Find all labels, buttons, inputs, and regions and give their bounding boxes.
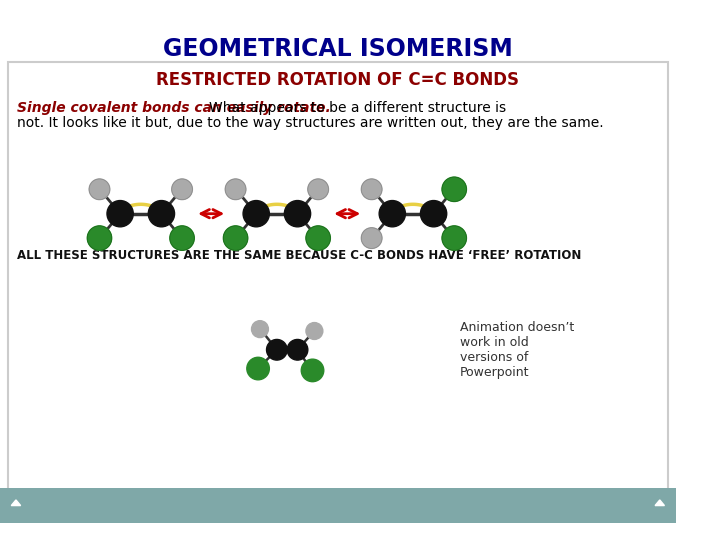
Circle shape <box>89 179 110 200</box>
Circle shape <box>251 321 269 338</box>
Circle shape <box>87 226 112 251</box>
Circle shape <box>243 200 269 227</box>
Circle shape <box>361 179 382 200</box>
Circle shape <box>301 359 324 382</box>
Text: What appears to be a different structure is: What appears to be a different structure… <box>210 100 506 114</box>
Circle shape <box>379 200 405 227</box>
Circle shape <box>308 179 328 200</box>
Circle shape <box>420 200 446 227</box>
Circle shape <box>361 228 382 248</box>
Circle shape <box>148 200 174 227</box>
Circle shape <box>223 226 248 251</box>
Circle shape <box>287 340 308 360</box>
Text: GEOMETRICAL ISOMERISM: GEOMETRICAL ISOMERISM <box>163 37 513 62</box>
Circle shape <box>172 179 192 200</box>
Polygon shape <box>655 500 665 505</box>
Circle shape <box>170 226 194 251</box>
Text: not. It looks like it but, due to the way structures are written out, they are t: not. It looks like it but, due to the wa… <box>17 116 603 130</box>
Polygon shape <box>12 500 21 505</box>
Circle shape <box>225 179 246 200</box>
Text: Animation doesn’t
work in old
versions of
Powerpoint: Animation doesn’t work in old versions o… <box>460 321 574 379</box>
Circle shape <box>306 226 330 251</box>
Text: RESTRICTED ROTATION OF C=C BONDS: RESTRICTED ROTATION OF C=C BONDS <box>156 71 519 90</box>
Circle shape <box>107 200 133 227</box>
Bar <box>0 488 675 523</box>
Circle shape <box>442 177 467 201</box>
Circle shape <box>306 322 323 340</box>
Circle shape <box>266 340 287 360</box>
Circle shape <box>284 200 310 227</box>
Circle shape <box>247 357 269 380</box>
Text: ALL THESE STRUCTURES ARE THE SAME BECAUSE C-C BONDS HAVE ‘FREE’ ROTATION: ALL THESE STRUCTURES ARE THE SAME BECAUS… <box>17 249 581 262</box>
Text: Single covalent bonds can easily rotate.: Single covalent bonds can easily rotate. <box>17 100 330 114</box>
FancyBboxPatch shape <box>7 62 668 495</box>
Circle shape <box>442 226 467 251</box>
